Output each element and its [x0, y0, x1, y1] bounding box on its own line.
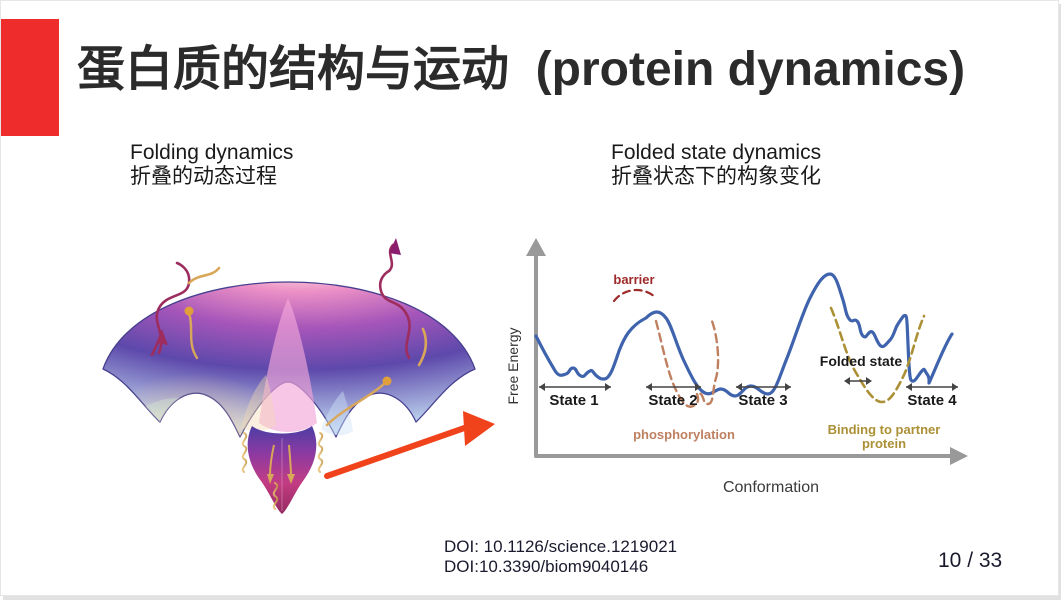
- svg-text:Conformation: Conformation: [723, 479, 819, 496]
- svg-text:protein: protein: [862, 436, 906, 451]
- svg-text:barrier: barrier: [613, 272, 654, 287]
- svg-text:State 2: State 2: [648, 392, 697, 409]
- svg-text:Binding to partner: Binding to partner: [828, 422, 941, 437]
- svg-text:phosphorylation: phosphorylation: [633, 427, 735, 442]
- svg-text:Free Energy: Free Energy: [506, 327, 521, 404]
- svg-text:Folded state: Folded state: [820, 353, 903, 369]
- svg-text:State 4: State 4: [907, 392, 957, 409]
- svg-text:State 1: State 1: [549, 392, 598, 409]
- svg-text:State 3: State 3: [738, 392, 787, 409]
